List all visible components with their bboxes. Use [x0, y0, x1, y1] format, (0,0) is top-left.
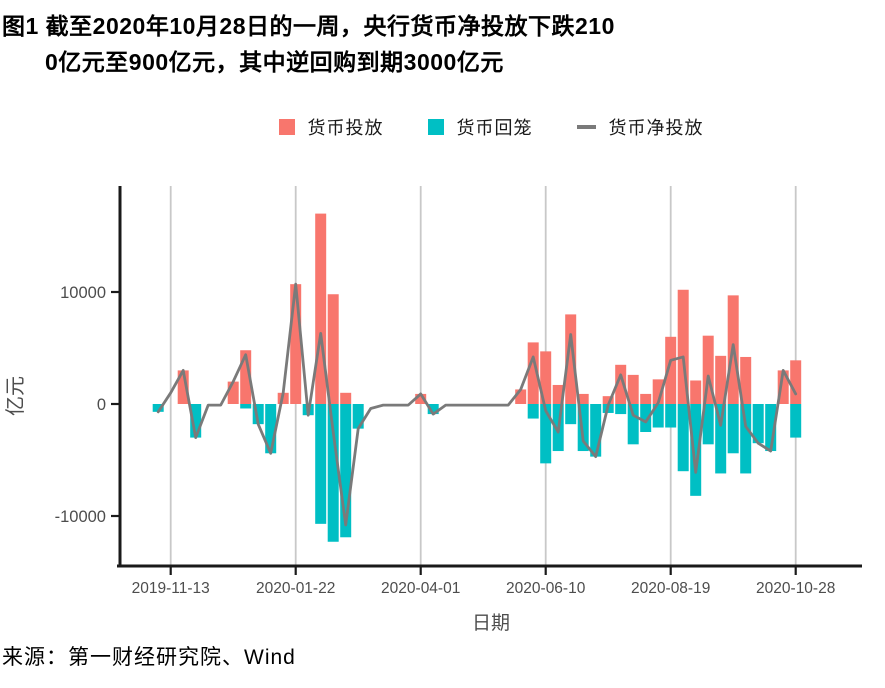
- y-tick-label: -10000: [55, 508, 106, 526]
- bar-withdrawal: [615, 404, 627, 415]
- bar-withdrawal: [540, 404, 552, 464]
- legend-item-withdrawal: 货币回笼: [427, 114, 533, 140]
- bar-withdrawal: [527, 404, 539, 419]
- bar-withdrawal: [327, 404, 339, 542]
- legend-item-injection: 货币投放: [278, 114, 384, 140]
- net-line: [156, 282, 798, 527]
- chart-title-line2: 0亿元至900亿元，其中逆回购到期3000亿元: [45, 48, 504, 75]
- bar-withdrawal: [190, 404, 202, 438]
- bar-injection: [627, 374, 639, 404]
- bar-injection: [527, 342, 539, 404]
- source-note: 来源：第一财经研究院、Wind: [2, 646, 296, 669]
- bar-injection: [677, 289, 689, 404]
- x-tick-label: 2020-08-19: [631, 580, 710, 597]
- bar-injection: [790, 360, 802, 404]
- bar-injection: [602, 396, 614, 404]
- bar-withdrawal: [740, 404, 752, 474]
- bar-withdrawal: [427, 404, 439, 415]
- x-tick-label: 2020-10-28: [756, 580, 835, 597]
- bar-injection: [577, 393, 589, 404]
- bar-injection: [702, 335, 714, 404]
- x-tick-label: 2019-11-13: [132, 580, 210, 597]
- x-axis-title: 日期: [472, 612, 510, 634]
- bar-injection: [615, 364, 627, 404]
- bar-withdrawal: [640, 404, 652, 432]
- money-injection-chart: 10000 0 -10000 2019-11-13 2020-01-22 2020-04-…: [4, 186, 862, 634]
- bar-injection: [515, 389, 527, 404]
- bar-withdrawal: [565, 404, 577, 425]
- bar-injection: [315, 213, 327, 404]
- bar-injection: [552, 384, 564, 404]
- bar-injection: [415, 393, 427, 404]
- bar-withdrawal: [702, 404, 714, 445]
- bar-withdrawal: [790, 404, 802, 438]
- x-tick-label: 2020-06-10: [506, 580, 586, 597]
- net-line-swatch-icon: [576, 125, 596, 129]
- bar-withdrawal: [340, 404, 352, 538]
- bar-withdrawal: [677, 404, 689, 472]
- bar-injection: [715, 355, 727, 404]
- legend-label-injection: 货币投放: [307, 118, 384, 138]
- y-tick-label: 10000: [60, 284, 106, 302]
- bar-injection: [665, 336, 677, 404]
- bar-injection: [177, 370, 189, 404]
- bar-withdrawal: [765, 404, 777, 452]
- bar-withdrawal: [152, 404, 164, 412]
- bar-injection: [565, 314, 577, 404]
- bar-injection: [340, 392, 352, 404]
- bar-withdrawal: [265, 404, 277, 454]
- bar-injection: [640, 393, 652, 404]
- bar-injection: [777, 370, 789, 404]
- x-tick-label: 2020-04-01: [381, 580, 460, 597]
- chart-title-line1: 图1 截至2020年10月28日的一周，央行货币净投放下跌210: [2, 13, 615, 39]
- chart-title: 图1 截至2020年10月28日的一周，央行货币净投放下跌210 0亿元至900…: [2, 4, 882, 76]
- bar-withdrawal: [727, 404, 739, 454]
- bar-withdrawal: [252, 404, 264, 425]
- bar-injection: [690, 380, 702, 404]
- bar-withdrawal: [752, 404, 764, 444]
- bar-withdrawal: [715, 404, 727, 474]
- legend-label-withdrawal: 货币回笼: [456, 118, 533, 138]
- bar-withdrawal: [665, 404, 677, 428]
- bar-injection: [740, 356, 752, 404]
- bar-injection: [327, 294, 339, 404]
- bar-injection: [240, 350, 252, 404]
- bar-injection: [652, 379, 664, 404]
- withdrawal-swatch-icon: [427, 119, 444, 135]
- bar-withdrawal: [627, 404, 639, 445]
- y-axis-title: 亿元: [4, 376, 27, 416]
- bar-withdrawal: [652, 404, 664, 428]
- bar-withdrawal: [352, 404, 364, 429]
- bar-withdrawal: [690, 404, 702, 496]
- bar-withdrawal: [315, 404, 327, 524]
- bar-withdrawal: [577, 404, 589, 452]
- legend-item-net: 货币净投放: [576, 114, 704, 140]
- bar-injection: [540, 351, 552, 404]
- bar-withdrawal: [240, 404, 252, 409]
- x-tick-label: 2020-01-22: [256, 580, 335, 597]
- bar-injection: [290, 284, 302, 404]
- legend-label-net: 货币净投放: [608, 118, 704, 138]
- bar-withdrawal: [590, 404, 602, 457]
- y-tick-label: 0: [97, 396, 106, 414]
- injection-swatch-icon: [278, 119, 295, 135]
- legend: 货币投放 货币回笼 货币净投放: [120, 112, 862, 142]
- bar-injection: [227, 381, 239, 404]
